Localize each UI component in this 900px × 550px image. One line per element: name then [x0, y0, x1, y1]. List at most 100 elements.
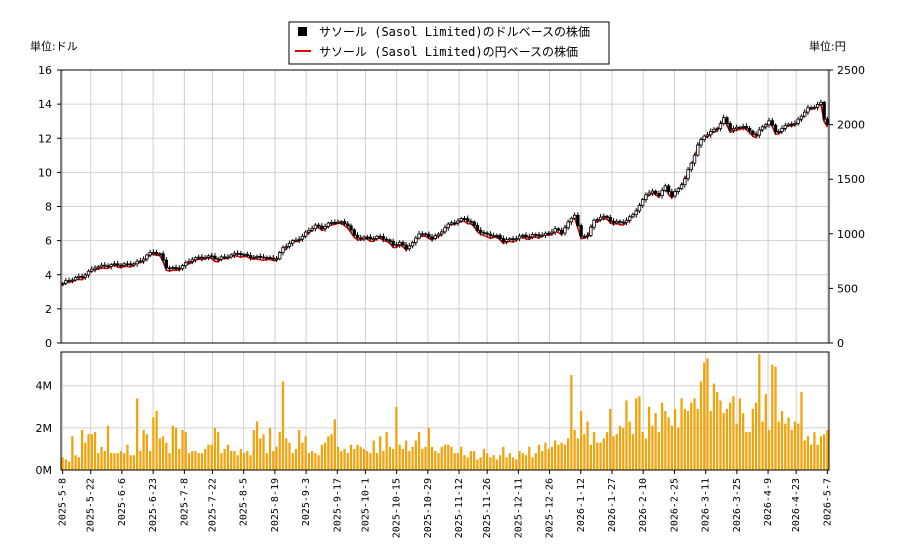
usd-candle-body [391, 241, 395, 246]
usd-candle-body [812, 106, 817, 109]
volume-bar [356, 444, 359, 470]
volume-bar [430, 446, 434, 470]
usd-candle-body [511, 238, 515, 241]
usd-candle-body [213, 255, 217, 260]
usd-candle-body [222, 256, 227, 259]
usd-candle-body [83, 274, 87, 278]
usd-candle-body [579, 225, 583, 237]
usd-candle-body [670, 191, 674, 197]
usd-price-series [60, 99, 830, 287]
usd-candle-body [73, 277, 78, 281]
usd-candle-body [576, 214, 580, 226]
volume-bar [806, 436, 810, 470]
x-tick-label: 2025-8-19 [270, 478, 281, 532]
usd-candle-body [423, 233, 428, 236]
volume-bar [136, 398, 139, 470]
volume-bar [349, 444, 353, 470]
usd-candle-body [116, 263, 120, 266]
usd-candle-body [316, 224, 321, 227]
volume-bar [375, 453, 379, 470]
volume-bar [489, 457, 492, 470]
volume-bar [252, 429, 255, 470]
usd-candle-body [556, 228, 561, 231]
x-tick-label: 2025-12-26 [545, 478, 556, 538]
volume-series [61, 354, 829, 470]
legend: サソール (Sasol Limited)のドルベースの株価 サソール (Saso… [288, 21, 610, 65]
usd-candle-body [303, 231, 308, 237]
usd-candle-body [171, 267, 175, 269]
x-tick-label: 2025-12-11 [513, 478, 524, 538]
volume-bar [550, 446, 554, 470]
usd-candle-body [650, 190, 655, 194]
usd-candle-body [219, 256, 224, 260]
usd-candle-body [281, 247, 285, 253]
volume-bar [609, 408, 612, 470]
volume-bar [123, 453, 126, 470]
volume-bar [482, 448, 486, 470]
price-grid [61, 69, 829, 344]
usd-candle-body [235, 252, 240, 255]
usd-candle-body [255, 255, 259, 258]
volume-bar [547, 448, 550, 470]
volume-bar [275, 446, 278, 470]
usd-candle-body [582, 235, 587, 238]
volume-bar [745, 432, 748, 470]
volume-bar [764, 394, 767, 470]
volume-bar [677, 427, 680, 470]
volume-bar [563, 444, 567, 470]
volume-bar [729, 402, 732, 470]
right-tick-label: 0 [837, 337, 844, 350]
volume-bar [541, 451, 544, 470]
volume-bar [401, 448, 405, 470]
usd-candle-body [132, 263, 136, 266]
usd-candle-body [712, 128, 716, 132]
volume-bar [667, 417, 670, 470]
x-tick-label: 2026-1-27 [607, 478, 618, 532]
usd-candle-body [184, 262, 188, 266]
usd-candle-body [595, 219, 599, 222]
x-tick-label: 2025-9-3 [301, 478, 312, 526]
usd-candle-body [417, 233, 421, 239]
usd-candle-body [456, 220, 460, 224]
volume-bar [294, 448, 298, 470]
usd-candle-body [323, 226, 327, 230]
volume-bar [813, 432, 816, 470]
usd-candle-body [106, 265, 110, 268]
usd-candle-body [815, 104, 820, 108]
volume-bar [554, 440, 557, 470]
usd-candle-body [164, 259, 169, 269]
usd-candle-body [540, 234, 544, 237]
usd-candle-body [488, 233, 493, 237]
volume-bar [528, 446, 531, 470]
volume-bar [90, 434, 93, 470]
volume-bar [631, 434, 635, 470]
usd-candle-body [362, 236, 366, 240]
usd-candle-body [414, 237, 418, 243]
volume-bar [142, 429, 145, 470]
x-tick-label: 2025-6-6 [117, 478, 128, 526]
usd-candle-body [624, 220, 629, 223]
volume-bar [113, 453, 116, 470]
usd-candle-body [524, 234, 528, 238]
usd-candle-body [764, 124, 768, 128]
usd-candle-body [751, 130, 755, 135]
left-tick-label: 12 [38, 132, 52, 145]
usd-candle-body [728, 123, 732, 131]
usd-candle-body [60, 282, 65, 285]
volume-tick-label: 4M [36, 380, 53, 393]
volume-bar [343, 448, 346, 470]
usd-candle-body [209, 255, 214, 258]
x-tick-label: 2025-5-22 [86, 478, 97, 532]
usd-candle-body [631, 214, 635, 218]
usd-candle-body [459, 218, 463, 222]
right-tick-label: 1000 [837, 228, 865, 241]
volume-bar [187, 453, 191, 470]
volume-bar [87, 434, 90, 470]
volume-bar [498, 455, 502, 470]
volume-bar [793, 421, 797, 470]
volume-bar [479, 457, 482, 470]
usd-candle-body [167, 267, 172, 270]
usd-candle-body [660, 190, 664, 197]
volume-bar [515, 459, 518, 470]
volume-bar [181, 429, 184, 470]
